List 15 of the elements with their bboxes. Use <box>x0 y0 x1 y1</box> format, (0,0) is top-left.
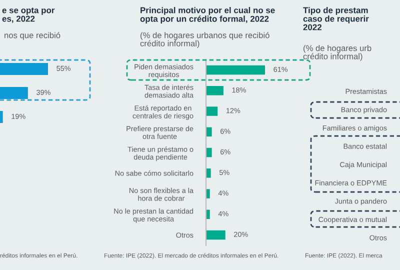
chart-title: e se opta por es, 2022 <box>2 8 55 23</box>
text: (% de hogares urb crédito informal) <box>303 45 372 61</box>
bar <box>206 106 218 116</box>
bar <box>206 65 265 75</box>
chart-subtitle: nos que recibió <box>4 32 60 40</box>
chart-subtitle: (% de hogares urbanos que recibió crédito informal) <box>140 32 270 48</box>
bar <box>206 127 212 137</box>
bar <box>206 230 226 240</box>
bar <box>206 148 212 158</box>
bar <box>206 168 211 178</box>
bar <box>206 86 224 96</box>
text: Tipo de prestam caso de requerir 2022 <box>303 7 369 30</box>
bar <box>206 189 210 198</box>
bar <box>206 210 210 220</box>
chart-title: Principal motivo por el cual no se opta por un crédito formal, 2022 <box>140 7 275 24</box>
